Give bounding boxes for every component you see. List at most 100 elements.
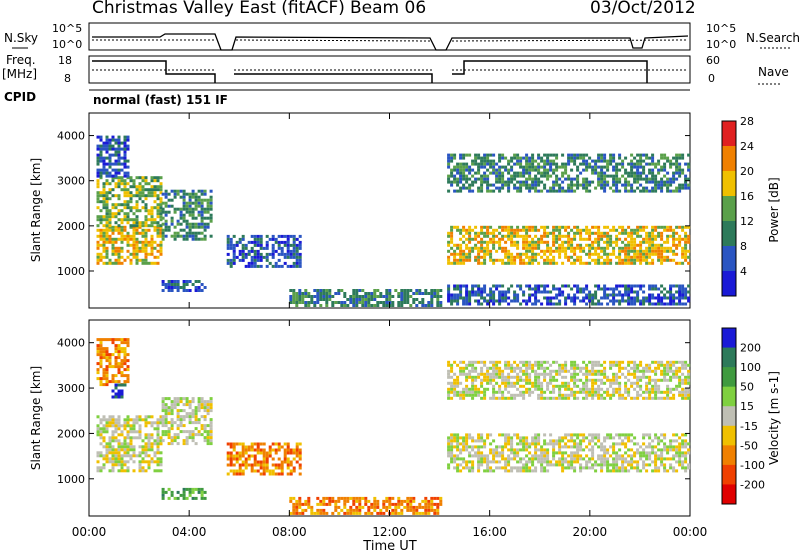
data-cell [501,445,505,449]
data-cell [477,375,481,379]
data-cell [573,457,577,461]
data-cell [639,162,643,166]
data-cell [474,177,478,181]
data-cell [561,375,565,379]
data-cell [355,298,359,301]
data-cell [609,287,613,291]
data-cell [552,171,556,175]
data-cell [663,156,667,160]
data-cell [474,231,478,235]
data-cell [642,240,646,244]
data-cell [636,186,640,190]
data-cell [289,298,293,301]
data-cell [600,261,604,265]
colorbar-segment [722,171,736,197]
data-cell [164,228,168,232]
data-cell [471,183,475,187]
data-cell [678,165,682,169]
data-cell [373,298,377,301]
data-cell [597,255,601,259]
data-cell [462,186,466,190]
data-cell [355,505,359,509]
data-cell [492,234,496,238]
data-cell [99,356,103,360]
data-cell [582,396,586,400]
data-cell [194,409,198,413]
data-cell [307,292,311,295]
data-cell [176,418,180,422]
data-cell [483,174,487,178]
data-cell [156,436,160,440]
data-cell [123,174,127,178]
data-cell [675,439,679,443]
colorbar-tick-label: 28 [740,115,754,128]
data-cell [666,255,670,259]
data-cell [241,252,245,256]
data-cell [185,231,189,235]
data-cell [170,222,174,226]
data-cell [105,144,109,148]
data-cell [537,189,541,193]
data-cell [185,430,189,434]
data-cell [483,457,487,461]
data-cell [147,448,151,452]
data-cell [105,240,109,244]
data-cell [630,186,634,190]
data-cell [576,284,580,288]
data-cell [543,225,547,229]
data-cell [678,234,682,238]
data-cell [250,445,254,449]
data-cell [492,372,496,376]
data-cell [543,469,547,473]
data-cell [504,240,508,244]
data-cell [522,445,526,449]
data-cell [412,301,416,304]
data-cell [582,261,586,265]
data-cell [627,255,631,259]
data-cell [465,445,469,449]
data-cell [367,505,371,509]
data-cell [247,454,251,458]
data-cell [681,293,685,297]
data-cell [96,162,100,166]
data-cell [176,496,180,500]
data-cell [250,466,254,470]
data-cell [153,439,157,443]
data-cell [516,284,520,288]
data-cell [543,174,547,178]
data-cell [672,296,676,300]
data-cell [111,439,115,443]
data-cell [555,240,559,244]
data-cell [516,378,520,382]
data-cell [447,372,451,376]
data-cell [507,378,511,382]
data-cell [636,448,640,452]
data-cell [358,289,362,292]
data-cell [534,457,538,461]
data-cell [468,433,472,437]
data-cell [468,290,472,294]
data-cell [618,284,622,288]
data-cell [534,255,538,259]
data-cell [534,290,538,294]
data-cell [618,293,622,297]
data-cell [111,377,115,381]
data-cell [135,246,139,250]
data-cell [397,499,401,503]
data-cell [543,372,547,376]
data-cell [167,436,171,440]
data-cell [477,255,481,259]
data-cell [501,174,505,178]
data-cell [271,243,275,247]
data-cell [241,469,245,473]
data-cell [546,387,550,391]
data-cell [135,237,139,241]
data-cell [150,206,154,210]
data-cell [648,261,652,265]
data-cell [161,280,165,283]
data-cell [549,189,553,193]
data-cell [606,302,610,306]
data-cell [159,203,163,207]
data-cell [203,403,207,407]
data-cell [576,366,580,370]
